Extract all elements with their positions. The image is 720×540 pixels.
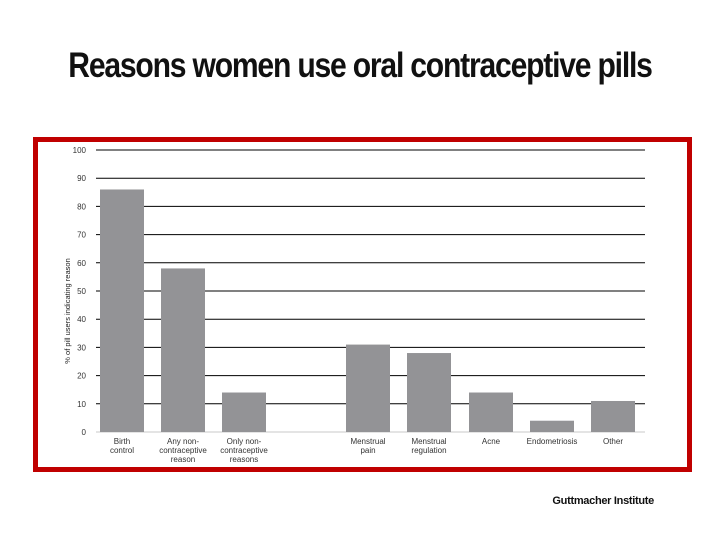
category-label: contraceptive — [159, 446, 207, 455]
category-label: pain — [360, 446, 375, 455]
footer-credit: Guttmacher Institute — [552, 495, 654, 507]
category-label: Endometriosis — [527, 437, 578, 446]
y-tick-label: 90 — [77, 174, 86, 183]
y-tick-label: 40 — [77, 315, 86, 324]
bars — [100, 189, 635, 432]
category-label: Menstrual — [411, 437, 446, 446]
category-label: Menstrual — [350, 437, 385, 446]
y-tick-label: 80 — [77, 202, 86, 211]
category-label: contraceptive — [220, 446, 268, 455]
category-label: control — [110, 446, 134, 455]
y-tick-label: 20 — [77, 372, 86, 381]
y-axis-label: % of pill users indicating reason — [63, 258, 72, 363]
y-tick-label: 100 — [73, 146, 87, 155]
y-tick-label: 50 — [77, 287, 86, 296]
y-tick-labels: 0 10 20 30 40 50 60 70 80 90 100 — [73, 146, 87, 437]
bar — [100, 189, 144, 432]
y-tick-label: 0 — [82, 428, 87, 437]
chart-frame: 0 10 20 30 40 50 60 70 80 90 100 Birth control Any n… — [33, 137, 692, 472]
y-tick-label: 10 — [77, 400, 86, 409]
category-label: Any non- — [167, 437, 199, 446]
y-tick-label: 60 — [77, 259, 86, 268]
bar — [222, 392, 266, 432]
category-label: reason — [171, 455, 195, 464]
category-label: Acne — [482, 437, 501, 446]
bar — [407, 353, 451, 432]
y-tick-label: 70 — [77, 231, 86, 240]
category-label: Birth — [114, 437, 130, 446]
bar — [591, 400, 635, 432]
category-label: regulation — [411, 446, 446, 455]
bar — [346, 344, 390, 432]
bar — [161, 268, 205, 432]
y-tick-label: 30 — [77, 343, 86, 352]
category-label: Only non- — [227, 437, 262, 446]
bar — [530, 420, 574, 432]
category-label: reasons — [230, 455, 258, 464]
slide-title: Reasons women use oral contraceptive pil… — [68, 46, 653, 85]
bar — [469, 392, 513, 432]
category-label: Other — [603, 437, 623, 446]
